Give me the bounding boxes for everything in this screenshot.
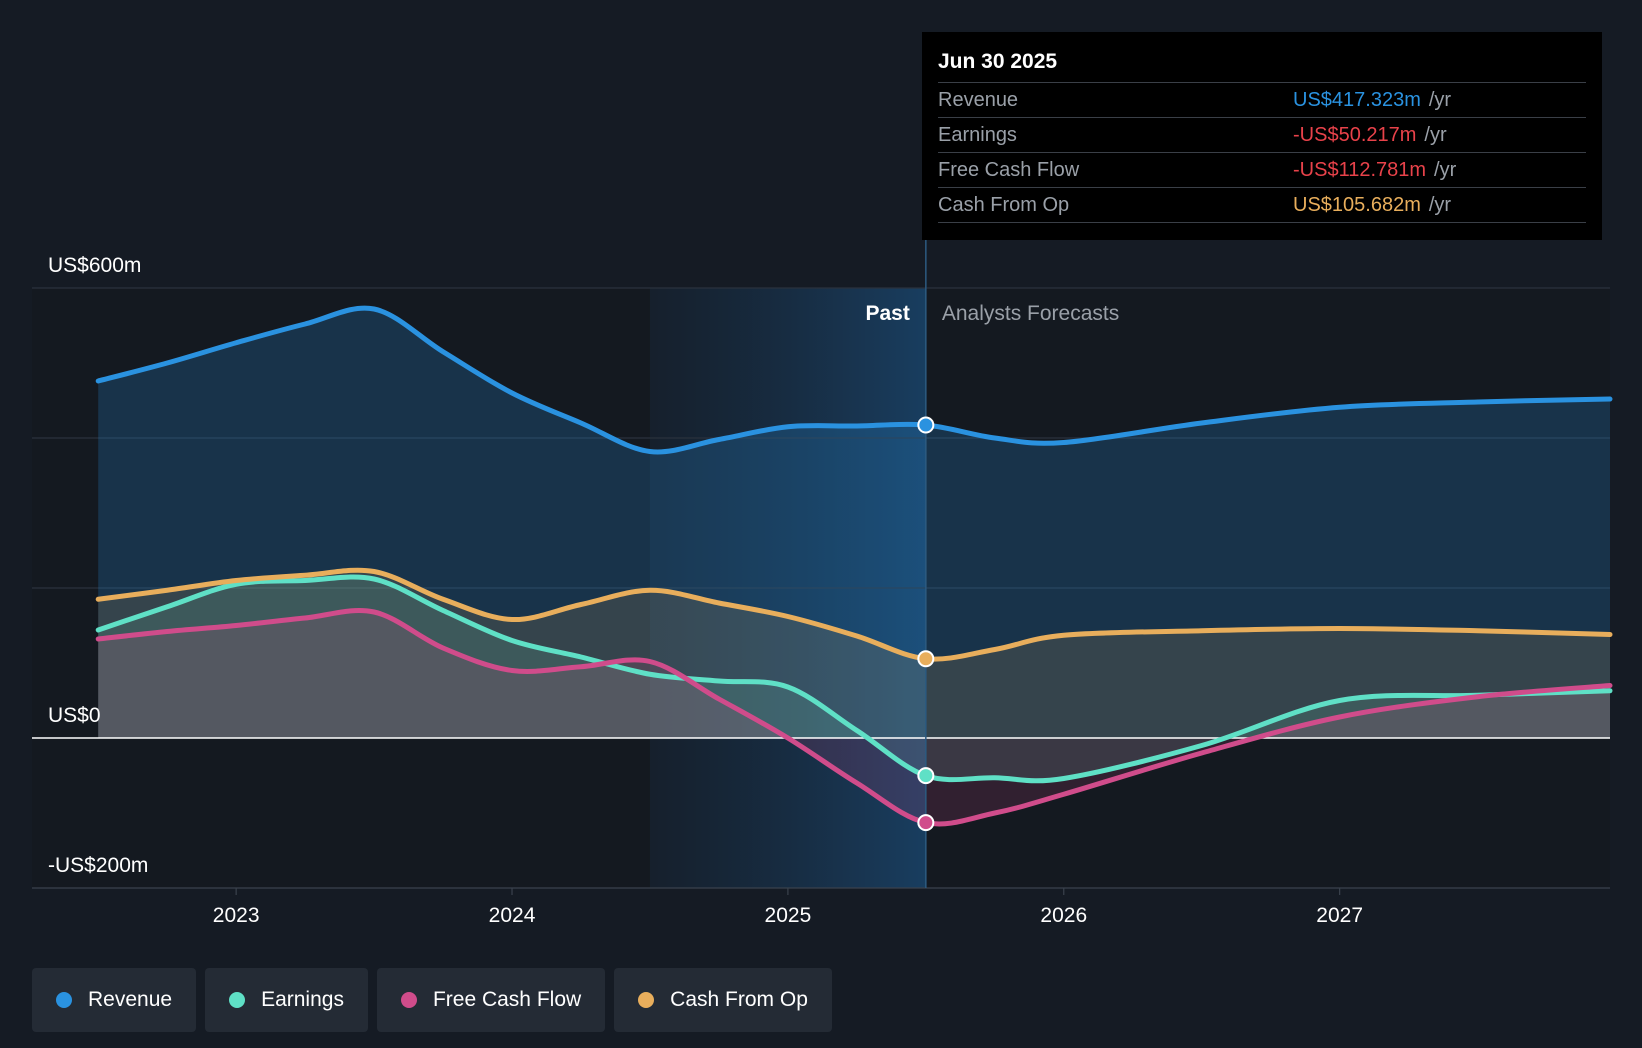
legend-label: Free Cash Flow [432,988,582,1011]
legend-item-free-cash-flow[interactable]: Free Cash Flow [376,968,606,1032]
past-label: Past [865,302,909,325]
tooltip-row-free-cash-flow: Free Cash Flow -US$112.781m/yr [938,153,1586,188]
legend-dot-icon [56,992,72,1008]
x-tick-label: 2027 [1316,904,1363,927]
forecast-label: Analysts Forecasts [942,302,1119,325]
legend-item-cash-from-op[interactable]: Cash From Op [614,968,832,1032]
tooltip-label: Free Cash Flow [938,159,1080,181]
revenue-point [917,416,935,434]
cash-from-op-point [917,650,935,668]
legend-label: Cash From Op [670,988,808,1011]
free-cash-flow-line [95,607,1613,827]
y-axis-label-bottom: -US$200m [48,854,148,877]
legend-label: Revenue [88,988,173,1011]
y-axis-label-top: US$600m [48,254,141,277]
tooltip-value: -US$50.217m [1293,124,1417,146]
tooltip-label: Revenue [938,89,1019,111]
legend: Revenue Earnings Free Cash Flow Cash From O… [32,968,832,1032]
legend-item-earnings[interactable]: Earnings [205,968,368,1032]
legend-label: Earnings [261,988,344,1011]
tooltip-value: US$105.682m [1293,194,1421,216]
legend-dot-icon [638,992,655,1008]
tooltip-row-revenue: Revenue US$417.323m/yr [938,83,1586,118]
tooltip-row-earnings: Earnings -US$50.217m/yr [938,118,1586,153]
earnings-point [917,767,935,785]
tooltip-unit: /yr [1434,159,1457,181]
legend-item-revenue[interactable]: Revenue [32,968,197,1032]
x-tick-label: 2024 [489,904,536,927]
tooltip-date: Jun 30 2025 [938,46,1586,83]
tooltip: Jun 30 2025 Revenue US$417.323m/yr Earning… [922,32,1602,240]
tooltip-value: -US$112.781m [1293,159,1427,181]
tooltip-unit: /yr [1428,194,1452,216]
revenue-line [95,305,1613,455]
tooltip-row-cash-from-op: Cash From Op US$105.682m/yr [938,188,1586,223]
tooltip-value: US$417.323m [1293,89,1421,111]
cash-from-op-line [95,567,1613,662]
tooltip-label: Earnings [938,124,1017,146]
legend-dot-icon [229,992,246,1008]
x-tick-label: 2026 [1040,904,1087,927]
tooltip-unit: /yr [1428,89,1452,111]
free-cash-flow-point [917,814,935,832]
tooltip-label: Cash From Op [938,194,1070,216]
earnings-line [95,574,1613,784]
tooltip-unit: /yr [1424,124,1447,146]
y-axis-label-zero: US$0 [48,704,101,727]
legend-dot-icon [400,992,417,1008]
x-tick-label: 2023 [213,904,260,927]
x-tick-label: 2025 [765,904,812,927]
